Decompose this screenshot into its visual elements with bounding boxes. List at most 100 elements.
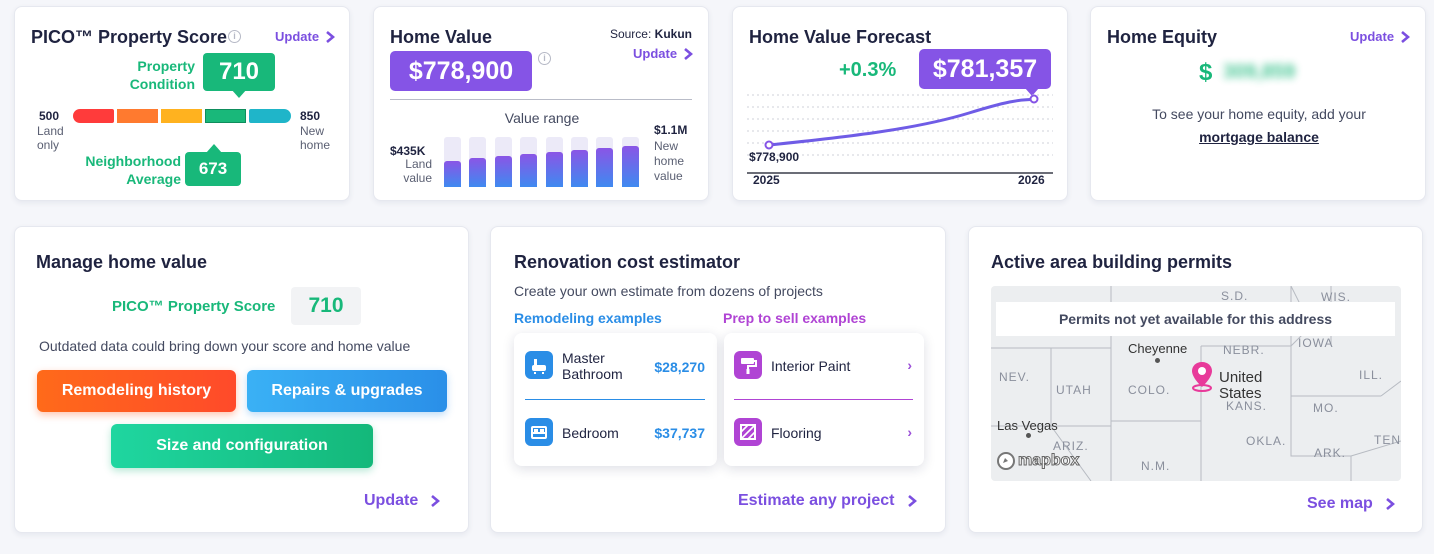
project-name: Flooring: [771, 425, 822, 441]
prep-heading: Prep to sell examples: [723, 310, 867, 326]
info-icon[interactable]: i: [228, 30, 241, 43]
chevron-right-icon: [326, 30, 336, 43]
building-permits-card: Active area building permits Permits not…: [968, 226, 1423, 533]
chevron-right-icon: [431, 495, 441, 507]
list-item[interactable]: Master Bathroom $28,270: [514, 333, 717, 399]
city-dot: [1026, 433, 1031, 438]
map-label: NEV.: [999, 370, 1030, 384]
manage-update-link[interactable]: Update: [364, 492, 441, 510]
value-range-bar: [444, 137, 461, 187]
repairs-upgrades-button[interactable]: Repairs & upgrades: [247, 370, 447, 412]
map-label: UTAH: [1056, 383, 1092, 397]
equity-hidden-value: 309,859: [1223, 61, 1296, 83]
mapbox-label: mapbox: [1017, 452, 1080, 470]
remodeling-examples-panel: Master Bathroom $28,270 Bedroom $37,737: [514, 333, 717, 466]
chevron-right-icon: ›: [907, 424, 912, 440]
map-label: OKLA.: [1246, 434, 1287, 448]
forecast-end-year: 2026: [1018, 173, 1045, 187]
paint-roller-icon: [734, 351, 762, 379]
pico-update-label: Update: [275, 29, 320, 44]
home-value-update-link[interactable]: Update: [633, 46, 694, 61]
map-label: WIS.: [1321, 290, 1351, 304]
score-scale-high-value: 850: [300, 109, 321, 123]
list-item[interactable]: Flooring ›: [724, 400, 924, 466]
scale-segment-4: [205, 109, 246, 123]
pico-score-card: PICO™ Property Score i Update Property C…: [14, 6, 350, 201]
manage-score-label: PICO™ Property Score: [112, 298, 276, 315]
value-range-bar: [596, 137, 614, 187]
renovation-estimator-card: Renovation cost estimator Create your ow…: [490, 226, 946, 533]
value-range-bar: [494, 137, 512, 187]
value-range-bar-fill: [545, 152, 563, 187]
manage-home-value-card: Manage home value PICO™ Property Score 7…: [14, 226, 469, 533]
map-label: TENN: [1374, 433, 1401, 447]
equity-title: Home Equity: [1107, 27, 1218, 47]
see-map-link[interactable]: See map: [1307, 495, 1395, 513]
range-low-value: $435K: [390, 144, 426, 158]
mapbox-icon: [997, 452, 1015, 470]
bed-icon: [525, 418, 553, 446]
mortgage-balance-link[interactable]: mortgage balance: [1199, 129, 1319, 145]
score-scale-low-label: Land only: [37, 124, 64, 152]
forecast-title: Home Value Forecast: [749, 27, 932, 47]
city-dot: [1155, 358, 1160, 363]
divider: [525, 399, 705, 400]
value-range-title: Value range: [504, 110, 580, 126]
equity-currency: $: [1199, 59, 1213, 86]
permits-map[interactable]: Permits not yet available for this addre…: [991, 286, 1401, 481]
map-country-label: United States: [1219, 369, 1263, 402]
map-city-las-vegas: Las Vegas: [997, 418, 1058, 433]
info-icon[interactable]: i: [538, 52, 551, 65]
pico-update-link[interactable]: Update: [275, 29, 336, 44]
location-pin-icon: [1192, 362, 1212, 392]
home-value-title: Home Value: [390, 27, 493, 47]
badge-pointer: [231, 89, 247, 98]
size-configuration-button[interactable]: Size and configuration: [111, 424, 373, 468]
prep-examples-panel: Interior Paint › Flooring ›: [724, 333, 924, 466]
forecast-chart: [747, 94, 1053, 174]
estimate-any-project-link[interactable]: Estimate any project: [738, 492, 917, 510]
value-range-bar: [545, 137, 563, 187]
project-cost: $28,270: [654, 359, 705, 375]
home-value-update-label: Update: [633, 46, 678, 61]
source-name: Kukun: [654, 27, 692, 41]
value-range-bar: [469, 137, 487, 187]
remodeling-history-button[interactable]: Remodeling history: [37, 370, 236, 412]
divider: [734, 399, 913, 400]
forecast-change: +0.3%: [839, 59, 897, 81]
source-line: Source: Kukun: [610, 27, 692, 41]
flooring-icon: [734, 418, 762, 446]
equity-update-link[interactable]: Update: [1350, 29, 1411, 44]
property-condition-badge: 710: [203, 53, 275, 91]
value-range-bar: [571, 137, 588, 187]
map-label: COLO.: [1128, 383, 1171, 397]
home-equity-card: Home Equity Update $ 309,859 To see your…: [1090, 6, 1426, 201]
mapbox-logo: mapbox: [997, 452, 1080, 470]
map-label: ARIZ.: [1053, 439, 1089, 453]
home-value-card: Home Value Source: Kukun Update $778,900…: [373, 6, 709, 201]
property-condition-label: Property Condition: [129, 58, 195, 92]
list-item[interactable]: Interior Paint ›: [724, 333, 924, 399]
remodeling-heading: Remodeling examples: [514, 310, 662, 326]
project-name: Master Bathroom: [562, 350, 623, 382]
home-value-badge: $778,900: [390, 51, 532, 91]
project-name: Bedroom: [562, 425, 619, 441]
score-scale: [73, 109, 291, 123]
neighborhood-label: Neighborhood Average: [85, 153, 181, 187]
forecast-start-point: [764, 140, 774, 150]
map-label: KANS.: [1226, 399, 1268, 413]
range-high-label: New home value: [654, 139, 685, 183]
forecast-start-year: 2025: [753, 173, 780, 187]
neighborhood-badge: 673: [185, 152, 241, 186]
pico-title: PICO™ Property Score: [31, 27, 228, 47]
chevron-right-icon: [1385, 498, 1395, 510]
permits-title: Active area building permits: [991, 252, 1233, 272]
chevron-right-icon: [1401, 30, 1411, 43]
equity-update-label: Update: [1350, 29, 1395, 44]
list-item[interactable]: Bedroom $37,737: [514, 400, 717, 466]
scale-segment-3: [161, 109, 202, 123]
forecast-end-point: [1029, 94, 1039, 104]
permits-notice: Permits not yet available for this addre…: [996, 302, 1395, 336]
chevron-right-icon: [907, 495, 917, 507]
manage-score-box: 710: [291, 287, 361, 325]
